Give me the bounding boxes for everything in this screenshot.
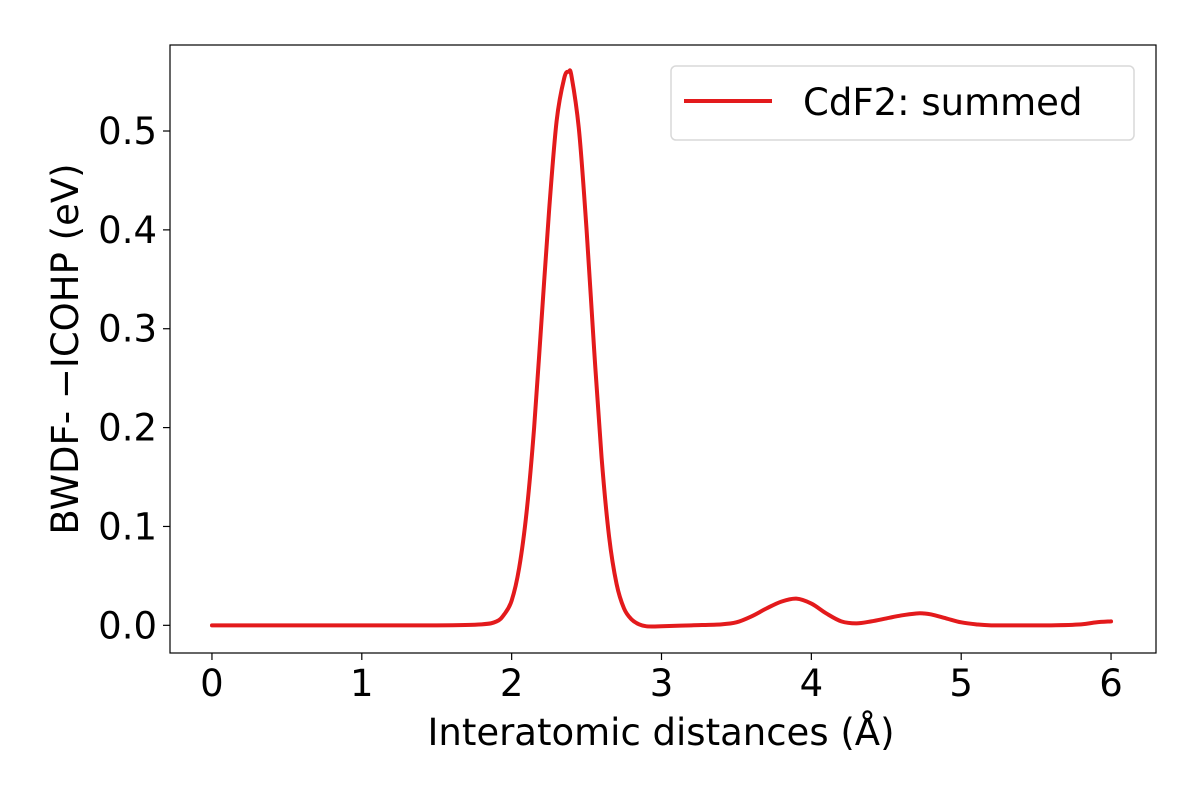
x-tick-label: 6 <box>1099 662 1123 705</box>
y-tick-label: 0.0 <box>98 604 157 647</box>
series-layer <box>209 68 1114 629</box>
x-tick-label: 0 <box>200 662 224 705</box>
x-axis-label: Interatomic distances (Å) <box>427 710 894 754</box>
y-tick-label: 0.2 <box>98 407 157 450</box>
legend: CdF2: summed <box>670 65 1135 141</box>
x-axis-ticks: 0 1 2 3 4 5 6 <box>200 653 1123 705</box>
series-line-0 <box>209 68 1114 629</box>
y-axis-ticks: 0.0 0.1 0.2 0.3 0.4 0.5 <box>98 110 170 647</box>
x-tick-label: 5 <box>949 662 973 705</box>
y-tick-label: 0.3 <box>98 308 157 351</box>
y-tick-label: 0.5 <box>98 110 157 153</box>
y-tick-label: 0.4 <box>98 209 157 252</box>
x-tick-label: 4 <box>800 662 824 705</box>
legend-box <box>670 65 1135 141</box>
plot-frame <box>169 44 1157 654</box>
plot-background <box>170 45 1156 653</box>
x-tick-label: 3 <box>650 662 674 705</box>
x-tick-label: 1 <box>350 662 374 705</box>
legend-label: CdF2: summed <box>803 81 1082 124</box>
y-tick-label: 0.1 <box>98 505 157 548</box>
y-axis-label: BWDF- −ICOHP (eV) <box>44 163 87 534</box>
x-tick-label: 2 <box>500 662 524 705</box>
